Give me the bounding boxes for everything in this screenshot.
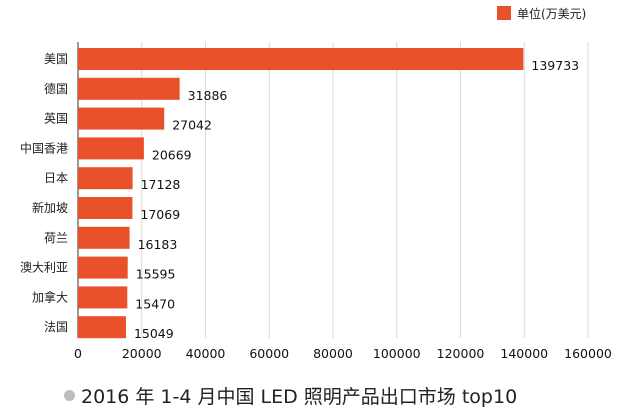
bar [78,197,133,219]
value-label: 17069 [140,207,180,222]
bar [78,316,126,339]
value-label: 15049 [134,326,174,341]
x-tick-label: 80000 [313,346,353,361]
category-label: 德国 [44,81,68,96]
legend-swatch [497,6,511,20]
value-label: 15470 [135,296,175,311]
category-label: 荷兰 [44,231,68,245]
value-label: 139733 [531,58,579,73]
legend-label: 单位(万美元) [517,6,586,21]
value-label: 15595 [136,267,176,282]
bar [78,167,133,190]
category-label: 加拿大 [32,289,68,304]
title-bullet-icon [64,389,75,401]
legend: 单位(万美元) [497,6,586,21]
category-label: 英国 [44,112,68,126]
bar [78,256,128,279]
x-tick-label: 120000 [437,346,485,361]
x-tick-label: 160000 [564,346,612,361]
x-tick-label: 40000 [186,346,226,361]
value-label: 17128 [141,177,181,192]
bar [78,286,128,309]
category-label: 日本 [44,171,68,185]
bar [78,107,165,130]
bar [78,137,144,160]
bars [78,48,524,339]
category-label: 澳大利亚 [20,261,68,275]
value-label: 31886 [188,88,228,103]
value-label: 16183 [138,237,178,252]
x-tick-label: 100000 [373,346,421,361]
bar [78,77,180,100]
bar [78,48,524,70]
category-label: 法国 [44,320,68,334]
x-tick-label: 60000 [249,346,289,361]
value-label: 20669 [152,147,192,162]
chart-title: 2016 年 1-4 月中国 LED 照明产品出口市场 top10 [64,380,517,410]
x-axis-ticks: 0 20000 40000 60000 80000 100000 120000 140000 1… [74,346,612,361]
value-label: 27042 [172,118,212,133]
category-label: 中国香港 [20,140,68,155]
x-tick-label: 0 [74,346,82,361]
chart-title-text: 2016 年 1-4 月中国 LED 照明产品出口市场 top10 [81,385,518,408]
labels: 美国 139733 德国 31886 英国 27042 中国香港 20669 日本 17128 新加… [20,52,579,341]
bar [78,226,130,249]
x-tick-label: 140000 [500,346,548,361]
category-label: 美国 [44,52,68,66]
category-label: 新加坡 [32,200,68,215]
x-tick-label: 20000 [122,346,162,361]
